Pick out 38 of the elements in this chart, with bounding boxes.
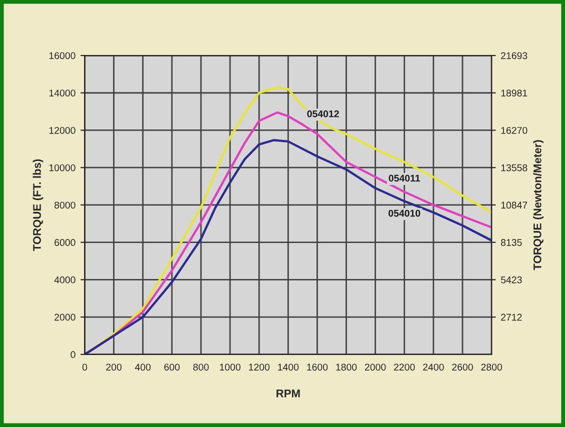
y-tick-label: 14000 bbox=[49, 90, 76, 96]
y2-tick-label: 18981 bbox=[501, 90, 528, 96]
x-tick-label: 2400 bbox=[423, 364, 444, 371]
y2-tick-label: 10847 bbox=[501, 202, 528, 209]
y-tick-label: 2000 bbox=[54, 314, 76, 321]
series-label: 054010 bbox=[388, 210, 420, 217]
x-tick-label: 1400 bbox=[278, 364, 299, 371]
x-tick-label: 2200 bbox=[394, 364, 415, 371]
y-tick-label: 12000 bbox=[49, 126, 76, 134]
x-tick-label: 600 bbox=[164, 364, 180, 371]
x-tick-label: 2800 bbox=[481, 364, 502, 371]
x-tick-label: 1800 bbox=[336, 364, 357, 371]
x-tick-label: 400 bbox=[134, 364, 151, 371]
x-axis-title: RPM bbox=[276, 390, 300, 398]
y-tick-label: 6000 bbox=[54, 239, 76, 246]
x-tick-label: 200 bbox=[106, 364, 122, 371]
series-label: 054011 bbox=[388, 174, 420, 182]
y-tick-label: 16000 bbox=[49, 52, 76, 60]
x-tick-label: 0 bbox=[82, 364, 88, 371]
y2-tick-label: 5423 bbox=[500, 276, 522, 284]
y2-tick-label: 13558 bbox=[501, 164, 528, 172]
y-axis-title: TORQUE (FT. lbs) bbox=[32, 159, 44, 252]
series-label: 054012 bbox=[307, 110, 339, 118]
x-tick-label: 2600 bbox=[452, 364, 473, 371]
y2-tick-label: 8135 bbox=[501, 239, 522, 246]
y-tick-label: 8000 bbox=[54, 202, 76, 209]
y2-tick-label: 21693 bbox=[501, 52, 528, 60]
y-tick-label: 0 bbox=[70, 351, 76, 358]
y2-tick-label: 16270 bbox=[501, 126, 528, 134]
x-tick-label: 1200 bbox=[249, 364, 270, 371]
y2-tick-label: 2712 bbox=[501, 314, 522, 321]
x-tick-label: 2000 bbox=[365, 364, 386, 371]
x-tick-label: 800 bbox=[193, 364, 209, 371]
y-tick-label: 4000 bbox=[54, 276, 76, 284]
y-tick-label: 10000 bbox=[49, 164, 76, 172]
x-tick-label: 1600 bbox=[307, 364, 328, 371]
x-tick-label: 1000 bbox=[220, 364, 240, 371]
y2-axis-title: TORQUE (Newton/Meter) bbox=[533, 140, 544, 270]
